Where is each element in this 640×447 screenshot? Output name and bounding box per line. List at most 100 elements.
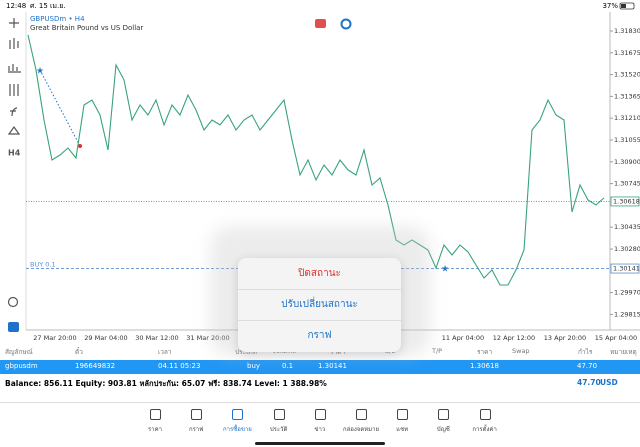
cell: 0.1 <box>282 362 294 370</box>
zoom-icon[interactable] <box>7 296 19 308</box>
flag-icon[interactable] <box>315 19 326 28</box>
tab-label[interactable]: การซื้อขาย <box>222 426 252 433</box>
tab-label[interactable]: ราคา <box>148 426 162 433</box>
tab-icon[interactable] <box>273 409 285 420</box>
tab-icon[interactable] <box>356 409 367 420</box>
trade-icon[interactable] <box>8 322 19 332</box>
cell: gbpusdm <box>5 362 38 370</box>
chart-subtitle: Great Britain Pound vs US Dollar <box>30 24 143 32</box>
cell: 04.11 05:23 <box>158 362 201 370</box>
cell: 1.30141 <box>318 362 347 370</box>
objects-icon[interactable] <box>7 125 21 135</box>
column-header: ราคา <box>477 348 493 356</box>
tab-label[interactable]: การตั้งค่า <box>472 426 497 433</box>
popup-divider <box>238 289 401 290</box>
tab-icon[interactable] <box>479 409 491 420</box>
x-tick-label: 30 Mar 12:00 <box>135 334 178 342</box>
tab-icon[interactable] <box>314 409 326 420</box>
buy-marker: ★ <box>441 265 449 275</box>
tab-label[interactable]: กล่องจดหมาย <box>342 426 380 433</box>
buy-marker: ★ <box>36 67 44 77</box>
function-icon[interactable] <box>10 107 18 117</box>
tab-label[interactable]: กราฟ <box>188 426 204 433</box>
popup-item[interactable]: ปิดสถานะ <box>298 268 341 279</box>
order_price-box <box>610 263 640 274</box>
status-date: ศ. 15 เม.ย. <box>30 2 66 10</box>
popup-item[interactable]: ปรับเปลี่ยนสถานะ <box>281 299 358 310</box>
trade-link <box>39 69 81 147</box>
x-tick-label: 12 Apr 12:00 <box>493 334 535 342</box>
column-header: Swap <box>512 347 530 355</box>
bid-box <box>610 196 640 207</box>
y-tick-label: 1.29815 <box>614 310 640 318</box>
bid-label: 1.30618 <box>613 197 640 205</box>
toolbar <box>7 18 21 332</box>
cell: 196649832 <box>75 362 116 370</box>
y-tick-label: 1.31675 <box>614 49 640 57</box>
indicators-icon[interactable] <box>9 84 19 96</box>
cell: buy <box>247 362 261 370</box>
x-tick-label: 11 Apr 04:00 <box>442 334 484 342</box>
column-header: หมายเหตุ <box>610 348 637 356</box>
tab-label[interactable]: ข่าว <box>314 426 326 433</box>
y-tick-label: 1.30745 <box>614 180 640 188</box>
column-header: กำไร <box>578 348 593 356</box>
order-label: BUY 0.1 <box>30 261 56 269</box>
x-tick-label: 31 Mar 20:00 <box>186 334 229 342</box>
column-header: สัญลักษณ์ <box>5 348 33 356</box>
tab-bar: ราคา กราฟ การซื้อขาย ประวัติ ข่าว กล่องจดหมาย… <box>0 403 640 447</box>
battery-level <box>621 4 626 8</box>
y-tick-label: 1.31365 <box>614 92 640 100</box>
battery-icon <box>619 2 635 10</box>
tab-icon[interactable] <box>397 409 409 420</box>
timeframe[interactable]: H4 <box>8 149 21 158</box>
tab-divider <box>0 402 640 403</box>
column-header: T/P <box>432 347 443 355</box>
tab-icon[interactable] <box>191 409 203 420</box>
y-tick-label: 1.31055 <box>614 136 640 144</box>
column-header: เวลา <box>158 348 172 356</box>
y-tick-label: 1.31520 <box>614 71 640 79</box>
positions-table: Balance: 856.11 Equity: 903.81 หลักประกั… <box>0 226 640 392</box>
tab-label[interactable]: บัญชี <box>436 426 450 433</box>
sell-marker <box>78 144 82 148</box>
status-time: 12:48 <box>6 2 26 10</box>
x-tick-label: 15 Apr 04:00 <box>595 334 637 342</box>
tab-icon[interactable] <box>150 409 161 420</box>
one-click-icon[interactable] <box>340 18 352 30</box>
cell: 1.30618 <box>470 362 499 370</box>
column-header: ประเภท <box>235 348 257 356</box>
price-line <box>27 34 605 286</box>
column-header: ตั๋ว <box>75 348 83 356</box>
y-tick-label: 1.31830 <box>614 27 640 35</box>
tab-icon[interactable] <box>232 409 244 420</box>
x-tick-label: 29 Mar 04:00 <box>84 334 127 342</box>
popup-menu: ปิดสถานะปรับเปลี่ยนสถานะกราฟ <box>238 258 401 352</box>
candles-icon[interactable] <box>9 38 19 49</box>
tab-label[interactable]: ประวัติ <box>269 426 288 433</box>
position-row[interactable] <box>0 360 640 374</box>
column-header: ราคา <box>330 348 346 356</box>
currency: USD <box>600 378 618 387</box>
tab-icon[interactable] <box>438 409 450 420</box>
popup-divider <box>238 320 401 321</box>
cell: 47.70 <box>577 362 598 370</box>
y-tick-label: 1.30280 <box>614 245 640 253</box>
balance: Balance: 856.11 Equity: 903.81 หลักประกั… <box>5 379 327 388</box>
x-tick-label: 13 Apr 20:00 <box>544 334 586 342</box>
popup-item[interactable]: กราฟ <box>307 330 332 341</box>
chart-title: GBPUSDm • H4 <box>30 15 85 23</box>
y-tick-label: 1.31210 <box>614 114 640 122</box>
status-battery: 37% <box>602 2 618 10</box>
y-tick-label: 1.29970 <box>614 289 640 297</box>
y-tick-label: 1.30900 <box>614 158 640 166</box>
x-tick-label: 27 Mar 20:00 <box>33 334 76 342</box>
order_price-label: 1.30141 <box>613 265 640 273</box>
home-indicator <box>255 442 385 445</box>
total-profit: 47.70 <box>577 378 601 387</box>
bars-icon[interactable] <box>8 64 21 73</box>
tab-label[interactable]: แชท <box>396 426 409 433</box>
y-tick-label: 1.30435 <box>614 223 640 231</box>
crosshair-icon[interactable] <box>9 18 19 28</box>
